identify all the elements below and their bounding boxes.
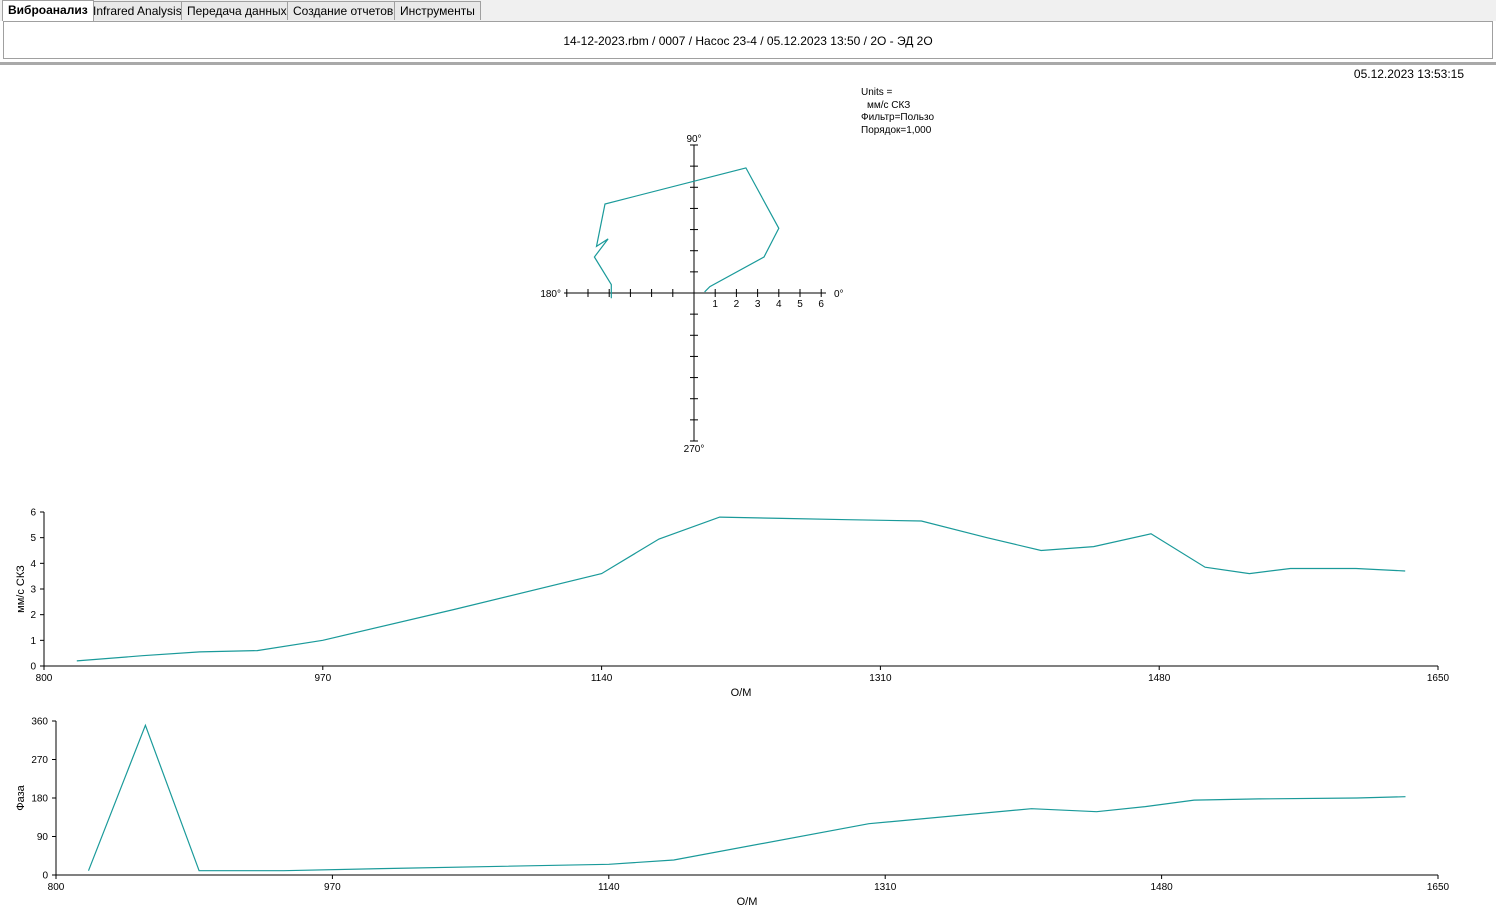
- order-label: Порядок=1,000: [861, 124, 932, 136]
- polar-radial-tick-label: 5: [797, 299, 803, 310]
- amplitude-chart-y-tick-label: 3: [30, 585, 36, 596]
- amplitude-chart-y-tick-label: 2: [30, 610, 36, 621]
- polar-radial-tick-label: 1: [712, 299, 718, 310]
- plot-frame: [0, 65, 1496, 924]
- polar-radial-tick-label: 6: [818, 299, 824, 310]
- route-header: 14-12-2023.rbm / 0007 / Насос 23-4 / 05.…: [3, 21, 1493, 59]
- amplitude-chart-y-tick-label: 4: [30, 559, 36, 570]
- amplitude-chart-x-tick-label: 1310: [869, 673, 892, 684]
- amplitude-chart-y-tick-label: 6: [30, 508, 36, 519]
- units-label: Units =: [861, 87, 893, 98]
- tab-vibroanalysis[interactable]: Виброанализ: [2, 0, 94, 21]
- separator: [0, 62, 1496, 65]
- amplitude-chart-x-tick-label: 1650: [1427, 673, 1450, 684]
- amplitude-chart-x-tick-label: 1480: [1148, 673, 1171, 684]
- phase-chart-x-tick-label: 1310: [874, 882, 897, 893]
- phase-chart-x-tick-label: 1140: [598, 882, 620, 893]
- phase-chart-y-tick-label: 90: [37, 832, 49, 843]
- polar-angle-label-180: 180°: [540, 289, 561, 300]
- polar-angle-label-0: 0°: [834, 289, 844, 300]
- phase-chart-x-tick-label: 970: [324, 882, 341, 893]
- amplitude-chart-y-tick-label: 5: [30, 533, 36, 544]
- phase-chart-x-tick-label: 1480: [1150, 882, 1173, 893]
- amplitude-chart-series-line: [76, 516, 1406, 662]
- polar-radial-tick-label: 4: [776, 299, 782, 310]
- info-panel: Units = мм/с СКЗ Фильтр=Пользо Порядок=1…: [861, 87, 934, 137]
- amplitude-chart-y-axis-label: мм/с СКЗ: [15, 565, 27, 613]
- polar-radial-tick-label: 2: [734, 299, 740, 310]
- amplitude-chart-y-tick-label: 0: [30, 662, 36, 673]
- phase-chart-y-tick-label: 180: [31, 794, 48, 805]
- tab-infrared-analysis[interactable]: Infrared Analysis: [87, 1, 188, 20]
- polar-angle-label-270: 270°: [684, 444, 705, 455]
- polar-radial-tick-label: 3: [755, 299, 761, 310]
- route-title: 14-12-2023.rbm / 0007 / Насос 23-4 / 05.…: [563, 34, 933, 48]
- phase-chart-y-tick-label: 360: [31, 717, 48, 728]
- polar-trace: [593, 167, 780, 299]
- amplitude-chart-y-tick-label: 1: [30, 636, 36, 647]
- phase-chart-y-tick-label: 0: [42, 871, 48, 882]
- polar-angle-label-90: 90°: [686, 134, 701, 145]
- measurement-timestamp: 05.12.2023 13:53:15: [1353, 67, 1464, 81]
- units-value: мм/с СКЗ: [867, 99, 911, 111]
- phase-chart-y-axis-label: Фаза: [15, 784, 27, 810]
- phase-chart-series-line: [87, 723, 1406, 872]
- amplitude-chart-x-tick-label: 800: [36, 673, 53, 684]
- filter-label: Фильтр=Пользо: [861, 112, 935, 123]
- phase-chart-x-tick-label: 800: [48, 882, 65, 893]
- tab-reports[interactable]: Создание отчетов: [287, 1, 400, 20]
- phase-chart-y-tick-label: 270: [31, 755, 48, 766]
- amplitude-chart-x-tick-label: 1140: [591, 673, 613, 684]
- phase-chart-x-axis-label: О/М: [737, 896, 758, 908]
- amplitude-chart-x-tick-label: 970: [314, 673, 331, 684]
- tab-tools[interactable]: Инструменты: [394, 1, 481, 20]
- amplitude-chart-x-axis-label: О/М: [731, 687, 752, 699]
- tab-bar: Виброанализ Infrared Analysis Передача д…: [0, 0, 1496, 21]
- phase-chart-x-tick-label: 1650: [1427, 882, 1450, 893]
